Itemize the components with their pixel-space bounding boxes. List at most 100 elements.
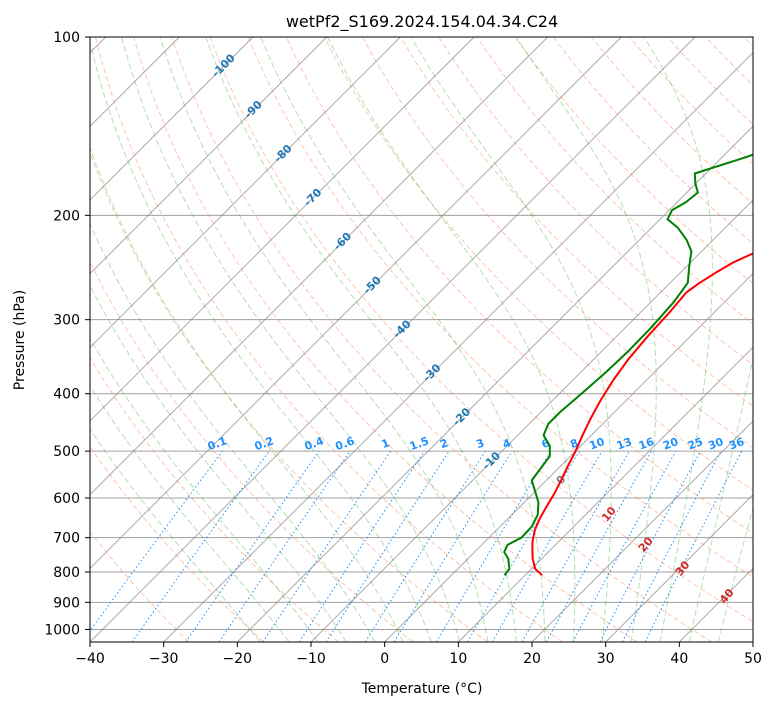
dry-adiabat-line [247,37,753,578]
dry-adiabat-line [90,531,190,642]
y-axis-label: Pressure (hPa) [12,290,28,390]
mixing-ratio-label: 13 [615,435,634,452]
isotherm-line [752,641,753,642]
y-tick-label: 300 [53,313,80,329]
moist-adiabat-line [90,384,290,642]
dewpoint-trace [503,153,753,576]
mixing-ratio-line [185,450,320,642]
mixing-ratio-line [545,450,653,642]
isotherm-line [90,37,254,201]
isotherm-line [531,420,753,642]
y-tick-label: 500 [53,444,80,460]
moist-adiabat-line [260,37,546,642]
isotherm-line [163,52,753,642]
line-labels: 0.1 0.2 0.4 0.6 1 1.5 2 3 4 6 8 10 13 16 20 25 30 36-100-… [206,51,746,606]
dry-adiabat-line [476,37,753,325]
mixing-ratio-line [90,450,223,632]
mixing-ratio-line [364,450,486,642]
isotherm-line [458,346,753,642]
mixing-ratio-line [572,450,677,642]
x-tick-label: 50 [744,651,762,667]
dry-adiabat-line [323,37,753,491]
dry-adiabat-line [90,356,339,642]
mixing-ratio-line [131,450,270,642]
dry-adiabat-line [133,37,638,642]
y-tick-label: 400 [53,387,80,403]
isotherm-line [90,37,401,348]
plot-background [90,37,753,642]
dry-adiabat-line [90,260,414,642]
x-tick-label: 10 [449,651,467,667]
isotherm-line [310,199,753,642]
mixing-ratio-label: 8 [568,436,580,451]
moist-adiabat-line [90,428,261,642]
dry-adiabat-line [90,151,488,642]
x-tick-label: −40 [75,651,105,667]
moist-adiabat-line [327,37,576,642]
dry-adiabat-line [438,37,753,366]
dry-adiabat-line [590,37,753,205]
mixing-ratio-label: 30 [706,435,725,453]
moist-adiabat-line [159,37,489,642]
mixing-ratio-label: 16 [637,435,656,453]
mixing-ratio-label: 6 [540,436,552,451]
isotherm-line [90,37,327,275]
isotherm-line [90,37,548,496]
mixing-ratio-label: 2 [438,436,450,451]
moist-adiabat-line [90,284,347,642]
mixing-ratio-line [491,450,603,642]
mixing-ratio-label: 0.4 [303,434,326,453]
dry-adiabat-line [209,37,753,623]
mixing-ratio-label: 36 [727,435,746,453]
temperature-trace [531,252,753,576]
y-tick-label: 800 [53,565,80,581]
isotherm-line [90,37,696,642]
x-tick-label: 30 [597,651,615,667]
x-tick-label: −10 [296,651,326,667]
isotherm-line [384,273,753,642]
mixing-ratio-label: 10 [588,435,607,453]
mixing-ratio-label: 0.1 [206,434,229,453]
y-tick-label: 600 [53,491,80,507]
y-tick-label: 900 [53,595,80,611]
moist-adiabat-line [121,37,461,642]
isotherm-line [605,494,753,642]
dry-adiabat-line [552,37,753,245]
axis-ticks: −40 −30 −20 −10 0 10 20 30 40 5010020030040050060… [44,30,762,667]
moist-adiabat-line [410,37,612,642]
x-tick-label: 40 [670,651,688,667]
moist-adiabat-line [90,337,319,642]
moist-adiabat-line [205,37,517,642]
mixing-ratio-label: 0.6 [334,434,357,453]
moist-adiabat-line [515,37,657,642]
x-tick-label: −30 [149,651,179,667]
dry-adiabat-line [400,37,753,407]
dry-adiabat-line [285,37,753,534]
x-tick-label: 20 [523,651,541,667]
dry-adiabat-line [95,37,563,642]
mixing-ratio-label: 25 [686,435,705,452]
mixing-ratio-label: 1.5 [408,434,431,453]
moist-adiabat-line [90,146,404,642]
moist-adiabat-line [643,37,713,642]
isotherm-line [237,125,753,642]
moist-adiabat-line [90,222,376,642]
isotherm-line [90,37,622,569]
profile-traces [503,153,753,576]
background-lines [90,37,753,642]
mixing-ratio-line [393,450,513,642]
dry-adiabat-line [171,37,712,642]
mixing-ratio-label: 4 [501,436,513,451]
mixing-ratio-line [435,450,552,642]
mixing-ratio-label: 1 [380,436,392,451]
mixing-ratio-line [325,450,450,642]
mixing-ratio-label: 20 [661,435,680,453]
x-tick-label: −20 [223,651,253,667]
y-tick-label: 700 [53,531,80,547]
x-tick-label: 0 [380,651,389,667]
plot-frame [89,36,754,643]
y-tick-label: 100 [53,30,80,46]
mixing-ratio-label: 0.2 [253,434,276,453]
y-tick-label: 200 [53,208,80,224]
